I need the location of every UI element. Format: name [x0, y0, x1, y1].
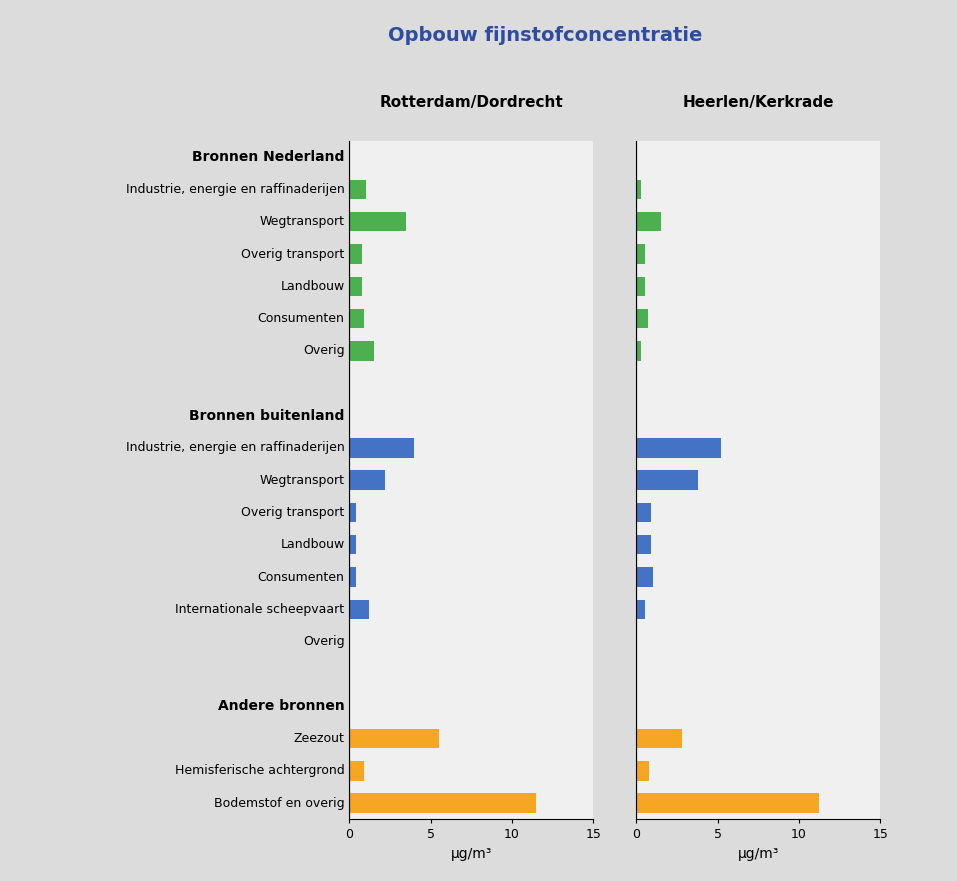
- Text: Consumenten: Consumenten: [257, 571, 345, 583]
- Text: Consumenten: Consumenten: [257, 312, 345, 325]
- Bar: [636, 438, 721, 457]
- Bar: [636, 309, 648, 329]
- Bar: [636, 567, 653, 587]
- Text: Landbouw: Landbouw: [280, 538, 345, 552]
- Text: Overig transport: Overig transport: [241, 248, 345, 261]
- Text: Overig: Overig: [303, 344, 345, 358]
- Text: Industrie, energie en raffinaderijen: Industrie, energie en raffinaderijen: [125, 441, 345, 455]
- Bar: [349, 600, 368, 619]
- X-axis label: μg/m³: μg/m³: [451, 847, 492, 861]
- Bar: [636, 503, 651, 522]
- Bar: [349, 341, 374, 360]
- Bar: [349, 438, 414, 457]
- Bar: [636, 212, 661, 232]
- Bar: [349, 180, 366, 199]
- Text: Overig: Overig: [303, 635, 345, 648]
- Text: Landbouw: Landbouw: [280, 280, 345, 292]
- Bar: [349, 212, 407, 232]
- Bar: [636, 794, 818, 813]
- Bar: [636, 341, 641, 360]
- Bar: [636, 244, 645, 263]
- Text: Zeezout: Zeezout: [294, 732, 345, 745]
- Bar: [349, 309, 364, 329]
- Bar: [349, 761, 364, 781]
- Text: Internationale scheepvaart: Internationale scheepvaart: [175, 603, 345, 616]
- Bar: [349, 277, 363, 296]
- Bar: [349, 503, 356, 522]
- Text: Bronnen buitenland: Bronnen buitenland: [189, 409, 345, 423]
- Bar: [636, 761, 650, 781]
- Text: Rotterdam/Dordrecht: Rotterdam/Dordrecht: [379, 95, 564, 110]
- Bar: [636, 180, 641, 199]
- Text: Bronnen Nederland: Bronnen Nederland: [192, 150, 345, 164]
- Bar: [349, 567, 356, 587]
- Bar: [349, 535, 356, 554]
- X-axis label: μg/m³: μg/m³: [738, 847, 779, 861]
- Bar: [636, 470, 699, 490]
- Text: Andere bronnen: Andere bronnen: [218, 700, 345, 714]
- Text: Bodemstof en overig: Bodemstof en overig: [214, 796, 345, 810]
- Bar: [636, 600, 645, 619]
- Text: Wegtransport: Wegtransport: [259, 215, 345, 228]
- Text: Hemisferische achtergrond: Hemisferische achtergrond: [175, 765, 345, 777]
- Bar: [636, 729, 682, 748]
- Bar: [349, 729, 439, 748]
- Text: Heerlen/Kerkrade: Heerlen/Kerkrade: [682, 95, 835, 110]
- Bar: [349, 244, 363, 263]
- Text: Overig transport: Overig transport: [241, 506, 345, 519]
- Bar: [349, 794, 537, 813]
- Bar: [349, 470, 385, 490]
- Text: Wegtransport: Wegtransport: [259, 474, 345, 486]
- Text: Opbouw fijnstofconcentratie: Opbouw fijnstofconcentratie: [389, 26, 702, 46]
- Text: Industrie, energie en raffinaderijen: Industrie, energie en raffinaderijen: [125, 183, 345, 196]
- Bar: [636, 277, 645, 296]
- Bar: [636, 535, 651, 554]
